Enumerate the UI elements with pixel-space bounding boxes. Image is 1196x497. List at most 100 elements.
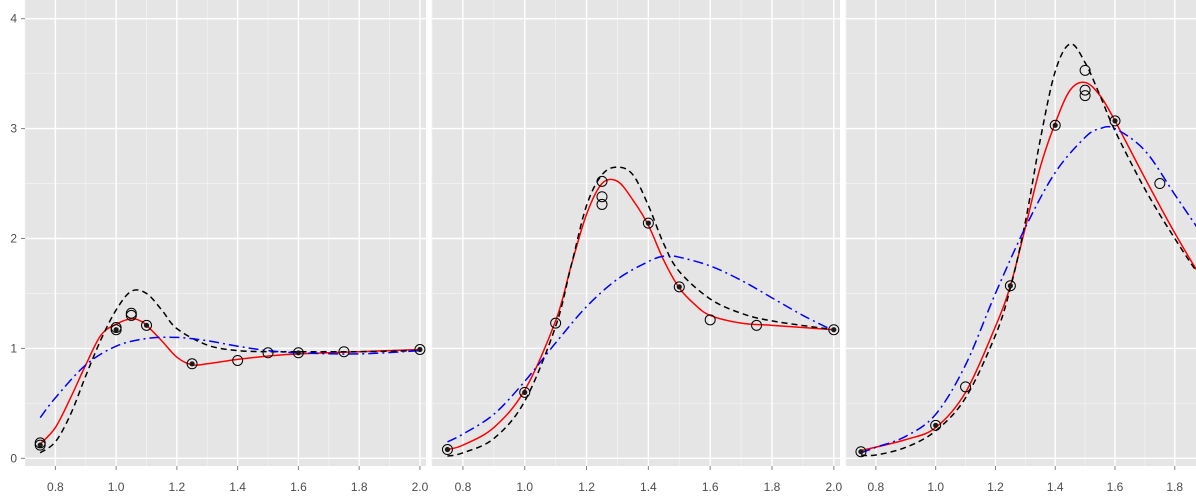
x-tick-label: 1.0 bbox=[927, 480, 944, 492]
data-point-ring bbox=[1079, 84, 1091, 96]
data-point-ring bbox=[855, 446, 867, 458]
data-point bbox=[1109, 115, 1121, 127]
series-dashed-line bbox=[860, 43, 1196, 457]
x-tick-label: 1.4 bbox=[229, 480, 246, 492]
data-point-ring bbox=[232, 354, 244, 366]
series-dashed-line bbox=[447, 166, 834, 457]
x-tick-label: 1.0 bbox=[516, 480, 533, 492]
data-point-ring bbox=[262, 347, 274, 359]
data-point bbox=[110, 322, 122, 334]
x-tick-label: 1.2 bbox=[987, 480, 1004, 492]
data-point-dot bbox=[444, 446, 451, 453]
data-point-ring bbox=[642, 217, 654, 229]
data-point-ring bbox=[414, 344, 426, 355]
data-point-ring bbox=[596, 191, 608, 203]
y-tick-label: 0 bbox=[10, 451, 17, 465]
data-point-dot bbox=[831, 327, 837, 333]
panel-background bbox=[25, 0, 426, 466]
data-point-ring bbox=[828, 324, 840, 336]
series-solid-line bbox=[39, 317, 420, 445]
x-tick-label: 1.4 bbox=[640, 480, 657, 492]
data-point-ring bbox=[292, 347, 304, 359]
x-tick-label: 0.8 bbox=[455, 480, 472, 492]
data-point-ring bbox=[751, 319, 763, 331]
series-dotdash-line bbox=[447, 254, 835, 443]
x-tick-label: 1.2 bbox=[169, 480, 186, 492]
series-dotdash-line bbox=[860, 125, 1196, 454]
data-point bbox=[704, 314, 716, 326]
data-point-dot bbox=[143, 322, 150, 328]
data-point bbox=[519, 386, 531, 398]
data-point bbox=[596, 175, 608, 187]
panel-background bbox=[846, 0, 1196, 466]
data-point-ring bbox=[1109, 115, 1121, 127]
data-point-dot bbox=[933, 422, 939, 428]
data-point bbox=[1079, 64, 1091, 76]
data-point-ring bbox=[704, 314, 716, 326]
data-point-ring bbox=[550, 317, 562, 329]
y-tick-label: 4 bbox=[10, 12, 17, 26]
data-point-ring bbox=[1079, 90, 1091, 102]
data-point-dot bbox=[37, 442, 43, 448]
panel-1: 0.8 1.0 1.2 1.4 1.6 1.8 2.0 0 1 2 3 4 bbox=[10, 0, 429, 494]
data-point-ring bbox=[1049, 119, 1061, 131]
data-point bbox=[855, 446, 867, 458]
data-point bbox=[186, 358, 198, 370]
data-point bbox=[338, 346, 350, 358]
data-point-ring bbox=[960, 381, 972, 393]
data-point-ring bbox=[441, 444, 453, 456]
data-point-ring bbox=[596, 198, 608, 210]
data-point bbox=[1154, 178, 1166, 190]
data-point-dot bbox=[676, 284, 682, 290]
data-point-ring bbox=[519, 386, 531, 398]
data-point-dot bbox=[1007, 283, 1013, 289]
data-point bbox=[673, 281, 685, 293]
data-point-ring bbox=[1004, 280, 1016, 292]
y-tick-label: 2 bbox=[10, 231, 17, 245]
data-point-dot bbox=[858, 449, 864, 455]
x-tick-label: 1.2 bbox=[578, 480, 595, 492]
series-dotdash-line bbox=[39, 336, 420, 419]
data-point bbox=[596, 191, 608, 203]
data-point bbox=[960, 381, 972, 393]
data-point-ring bbox=[125, 307, 137, 319]
data-point bbox=[1004, 280, 1016, 292]
panel-background bbox=[432, 0, 840, 466]
series-dashed-line bbox=[39, 289, 420, 454]
x-tick-label: 1.6 bbox=[1107, 480, 1124, 492]
x-tick-label: 0.8 bbox=[47, 480, 64, 492]
data-point bbox=[125, 307, 137, 319]
data-point-ring bbox=[141, 319, 153, 331]
y-tick-label: 1 bbox=[10, 341, 17, 355]
data-point-dot bbox=[295, 350, 302, 356]
data-point-dot bbox=[113, 327, 119, 333]
data-point-ring bbox=[1154, 178, 1166, 190]
x-tick-label: 1.0 bbox=[108, 480, 125, 492]
data-point bbox=[292, 347, 304, 359]
x-tick-label: 2.0 bbox=[825, 480, 842, 492]
panel-2: 0.8 1.0 1.2 1.4 1.6 1.8 2.0 bbox=[431, 0, 842, 494]
x-tick-label: 1.8 bbox=[1166, 480, 1183, 492]
data-point bbox=[414, 344, 426, 355]
data-point bbox=[1049, 119, 1061, 131]
data-point-dot bbox=[189, 361, 195, 367]
x-tick-label: 1.8 bbox=[764, 480, 781, 492]
data-point bbox=[930, 419, 942, 431]
data-point-dot bbox=[417, 346, 423, 353]
data-point-ring bbox=[338, 346, 350, 358]
data-point bbox=[1079, 84, 1091, 96]
data-point-dot bbox=[1112, 118, 1118, 124]
data-point-ring bbox=[186, 358, 198, 370]
data-point bbox=[1079, 90, 1091, 102]
data-point bbox=[751, 319, 763, 331]
x-tick-label: 0.8 bbox=[868, 480, 885, 492]
x-tick-label: 2.0 bbox=[412, 480, 429, 492]
data-point bbox=[642, 217, 654, 229]
x-tick-label: 1.8 bbox=[351, 480, 368, 492]
data-point bbox=[232, 354, 244, 366]
data-point bbox=[441, 444, 453, 456]
x-tick-label: 1.6 bbox=[702, 480, 719, 492]
data-point bbox=[141, 319, 153, 331]
data-point bbox=[596, 198, 608, 210]
